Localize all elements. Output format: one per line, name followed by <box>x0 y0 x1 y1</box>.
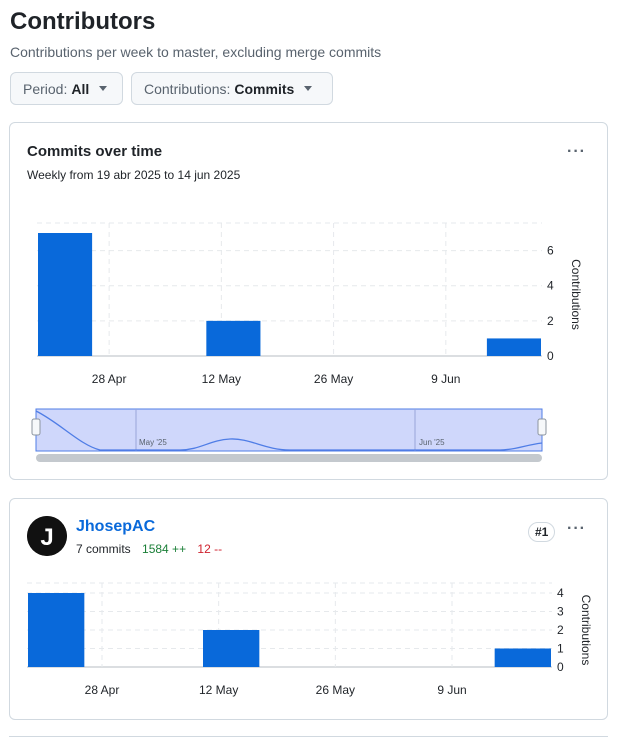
contributor-commits-chart: 0 1 2 3 4 28 Apr 12 May 26 May 9 Jun Contribution… <box>27 582 593 697</box>
y-axis-label: Contributions <box>579 595 593 666</box>
brush-right-handle[interactable] <box>537 418 547 436</box>
time-range-brush[interactable]: May '25 Jun '25 <box>10 405 607 465</box>
additions-count: 1584 ++ <box>142 542 187 556</box>
brush-label-may: May '25 <box>139 438 167 447</box>
contributions-filter-button[interactable]: Contributions: Commits <box>131 72 333 105</box>
chevron-down-icon <box>99 86 108 91</box>
y-tick-label: 2 <box>547 314 554 328</box>
kebab-menu-icon[interactable]: ··· <box>567 520 586 537</box>
contributions-filter-label: Contributions: <box>144 80 231 97</box>
x-tick-label: 26 May <box>314 372 353 386</box>
avatar[interactable]: J <box>27 516 67 556</box>
x-tick-label: 28 Apr <box>85 683 120 697</box>
brush-selection <box>35 408 543 452</box>
y-tick-label: 4 <box>557 586 564 600</box>
kebab-menu-icon[interactable]: ··· <box>567 143 586 160</box>
contributor-name-link[interactable]: JhosepAC <box>76 518 156 535</box>
page-subtitle: Contributions per week to master, exclud… <box>10 44 382 60</box>
x-tick-label: 9 Jun <box>437 683 466 697</box>
bar <box>28 593 85 667</box>
brush-label-jun: Jun '25 <box>419 438 445 447</box>
bar <box>494 648 551 667</box>
x-tick-label: 12 May <box>199 683 238 697</box>
rank-badge: #1 <box>528 522 556 542</box>
x-tick-label: 12 May <box>202 372 241 386</box>
page-title: Contributors <box>10 8 156 35</box>
brush-left-handle[interactable] <box>31 418 41 436</box>
y-tick-label: 0 <box>557 660 564 674</box>
period-filter-label: Period: <box>23 80 68 97</box>
avatar-letter: J <box>40 524 53 551</box>
x-tick-label: 28 Apr <box>92 372 127 386</box>
y-tick-label: 6 <box>547 244 554 258</box>
contributor-stats: 7 commits 1584 ++ 12 -- <box>76 542 222 556</box>
y-tick-label: 0 <box>547 349 554 363</box>
y-axis-label: Contributions <box>569 259 583 330</box>
bar <box>486 338 541 356</box>
y-tick-label: 3 <box>557 605 564 619</box>
y-tick-label: 1 <box>557 642 564 656</box>
avatar-logo: J <box>27 516 67 556</box>
card-subtitle: Weekly from 19 abr 2025 to 14 jun 2025 <box>27 168 241 182</box>
y-tick-label: 2 <box>557 623 564 637</box>
brush-scrollbar[interactable] <box>36 454 542 462</box>
bar <box>203 630 260 667</box>
commits-over-time-card: Commits over time Weekly from 19 abr 202… <box>9 122 608 480</box>
bar <box>38 233 93 356</box>
x-tick-label: 26 May <box>316 683 355 697</box>
divider <box>9 736 608 737</box>
commits-over-time-chart: 0 2 4 6 28 Apr 12 May 26 May 9 Jun Contributions <box>37 222 583 386</box>
period-filter-value: All <box>71 80 90 97</box>
brush-trend-line <box>35 410 543 451</box>
contributor-card: J JhosepAC 7 commits 1584 ++ 12 -- #1 ··… <box>9 498 608 720</box>
contributions-filter-value: Commits <box>234 80 295 97</box>
chevron-down-icon <box>304 86 313 91</box>
bar <box>206 320 261 356</box>
x-tick-label: 9 Jun <box>431 372 460 386</box>
y-tick-label: 4 <box>547 279 554 293</box>
deletions-count: 12 -- <box>197 542 223 556</box>
period-filter-button[interactable]: Period: All <box>10 72 123 105</box>
commit-count[interactable]: 7 commits <box>76 542 131 556</box>
card-title: Commits over time <box>27 143 163 160</box>
